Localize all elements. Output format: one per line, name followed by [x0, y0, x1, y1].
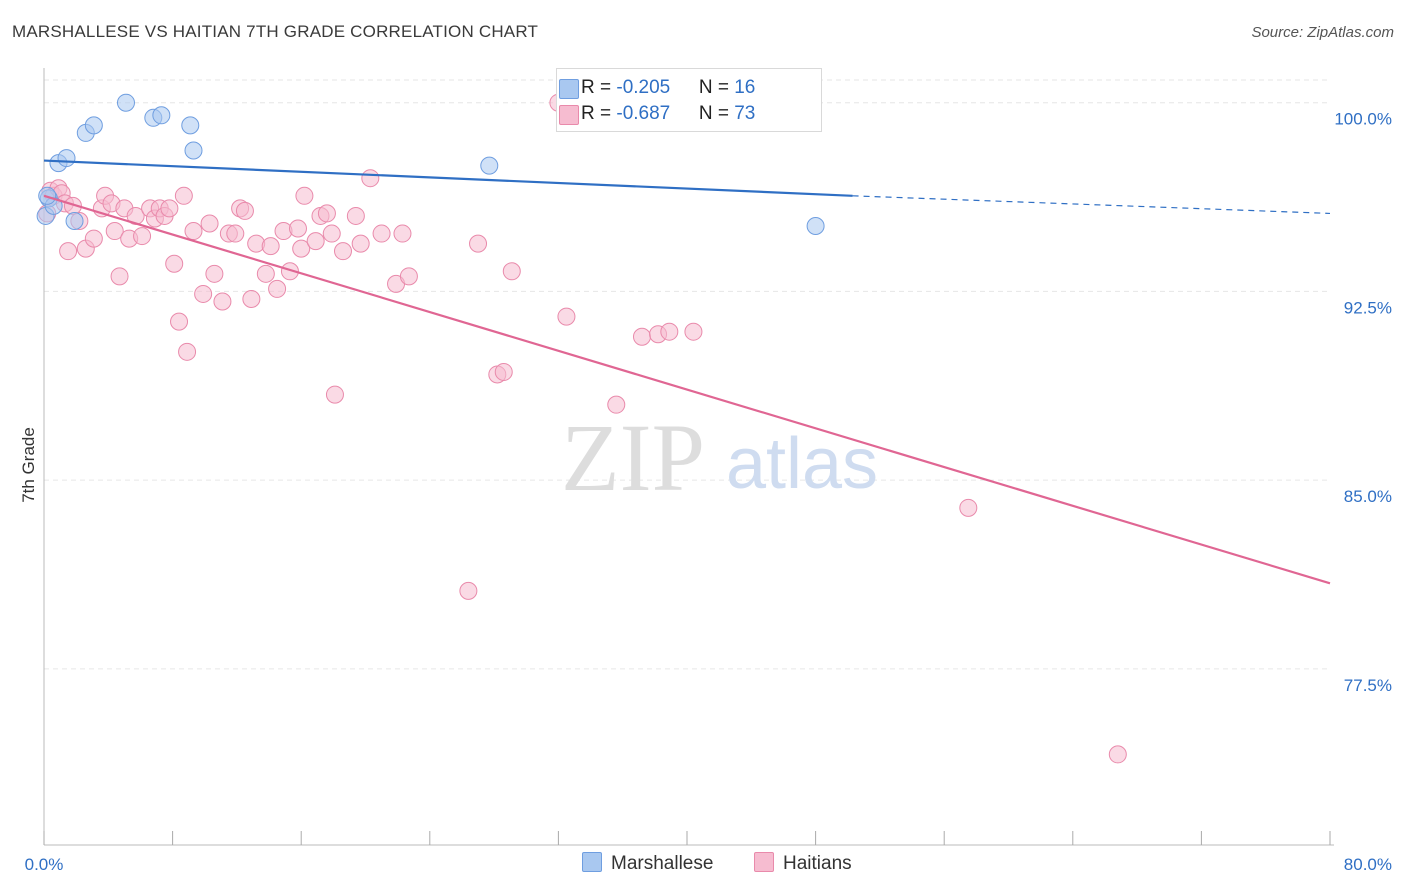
haitian-trend-line — [43, 194, 1331, 585]
legend-swatch-blue — [559, 79, 579, 99]
haitian-point — [261, 237, 280, 256]
haitian-point — [295, 186, 314, 205]
haitian-point — [322, 224, 341, 243]
haitian-point — [242, 289, 261, 308]
marshallese-point — [84, 116, 103, 135]
haitian-point — [361, 169, 380, 188]
haitian-point — [632, 327, 651, 346]
haitian-point — [399, 267, 418, 286]
haitian-point — [1108, 745, 1127, 764]
haitian-point — [317, 204, 336, 223]
y-tick-label: 77.5% — [1344, 676, 1392, 695]
haitian-point — [84, 229, 103, 248]
haitian-point — [194, 284, 213, 303]
haitian-point — [226, 224, 245, 243]
haitian-point — [174, 186, 193, 205]
correlation-legend: R = -0.205 N = 16 R = -0.687 N = 73 — [556, 68, 822, 132]
bottom-legend-haitians: Haitians — [754, 852, 852, 876]
marshallese-point — [65, 211, 84, 230]
haitian-point — [200, 214, 219, 233]
haitian-point — [607, 395, 626, 414]
haitian-point — [333, 242, 352, 261]
legend-r-label: R = — [581, 103, 617, 124]
haitian-point — [184, 222, 203, 241]
y-tick-label: 85.0% — [1344, 487, 1392, 506]
haitian-point — [178, 342, 197, 361]
legend-n-value: 73 — [734, 103, 756, 124]
bottom-legend-label: Marshallese — [611, 853, 714, 874]
haitian-point — [170, 312, 189, 331]
source-credit: Source: ZipAtlas.com — [1251, 24, 1394, 41]
haitian-point — [213, 292, 232, 311]
haitian-point — [110, 267, 129, 286]
bottom-legend-swatch-blue — [582, 852, 602, 872]
y-tick-label: 100.0% — [1334, 110, 1392, 129]
haitian-point — [494, 362, 513, 381]
watermark-atlas: atlas — [726, 424, 878, 504]
haitian-point — [288, 219, 307, 238]
haitian-point — [306, 232, 325, 251]
haitian-point — [502, 262, 521, 281]
y-axis-label: 7th Grade — [19, 427, 38, 503]
bottom-legend-label: Haitians — [783, 853, 852, 874]
haitian-point — [959, 498, 978, 517]
legend-n-value: 16 — [734, 77, 756, 98]
haitian-point — [59, 242, 78, 261]
haitian-point — [105, 222, 124, 241]
marshallese-trend-line — [43, 159, 853, 197]
haitian-point — [165, 254, 184, 273]
haitian-point — [660, 322, 679, 341]
marshallese-point — [181, 116, 200, 135]
haitian-point — [160, 199, 179, 218]
watermark: ZIP atlas — [561, 404, 878, 511]
legend-r-value: -0.205 — [616, 77, 671, 98]
legend-swatch-pink — [559, 105, 579, 125]
trend-layer — [43, 159, 1331, 585]
marshallese-point — [806, 217, 825, 236]
chart-title: MARSHALLESE VS HAITIAN 7TH GRADE CORRELA… — [12, 22, 539, 41]
marshallese-point — [480, 156, 499, 175]
haitian-point — [280, 262, 299, 281]
haitian-point — [292, 239, 311, 258]
bottom-legend-swatch-pink — [754, 852, 774, 872]
legend-r-value: -0.687 — [616, 103, 671, 124]
x-tick-label: 0.0% — [25, 855, 64, 874]
legend-n-label: N = — [698, 77, 735, 98]
marshallese-point — [57, 149, 76, 168]
haitian-point — [351, 234, 370, 253]
haitian-point — [133, 227, 152, 246]
haitian-point — [346, 206, 365, 225]
haitian-point — [557, 307, 576, 326]
haitian-point — [268, 279, 287, 298]
marshallese-trend-extension — [852, 195, 1331, 215]
haitian-point — [459, 581, 478, 600]
watermark-zip: ZIP — [561, 404, 705, 511]
haitian-point — [235, 201, 254, 220]
haitian-point — [325, 385, 344, 404]
marshallese-point — [152, 106, 171, 125]
y-tick-label: 92.5% — [1344, 298, 1392, 317]
legend-n-label: N = — [698, 103, 735, 124]
marshallese-point — [116, 93, 135, 112]
bottom-legend-marshallese: Marshallese — [582, 852, 713, 876]
haitian-point — [393, 224, 412, 243]
x-tick-label: 80.0% — [1344, 855, 1392, 874]
legend-r-label: R = — [581, 77, 617, 98]
haitian-point — [256, 264, 275, 283]
legend-row-haitians: R = -0.687 N = 73 — [559, 103, 756, 125]
haitian-point — [469, 234, 488, 253]
haitian-point — [205, 264, 224, 283]
haitian-point — [372, 224, 391, 243]
legend-row-marshallese: R = -0.205 N = 16 — [559, 77, 756, 99]
haitian-point — [684, 322, 703, 341]
marshallese-point — [184, 141, 203, 160]
